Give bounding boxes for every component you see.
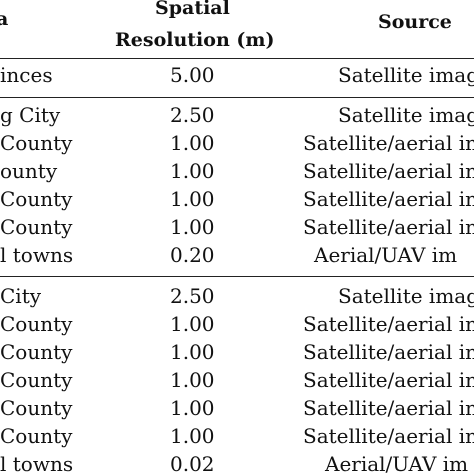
cell-area: inces <box>0 63 53 87</box>
cell-source: Satellite/aerial in <box>303 131 474 155</box>
cell-source: Satellite imag <box>338 103 474 127</box>
cell-source: Satellite/aerial in <box>303 312 474 336</box>
cell-source: Satellite/aerial in <box>303 396 474 420</box>
cell-resolution: 1.00 <box>170 131 215 155</box>
cell-resolution: 0.20 <box>170 243 215 267</box>
cell-area: County <box>0 131 73 155</box>
cell-resolution: 1.00 <box>170 187 215 211</box>
cell-area: County <box>0 368 73 392</box>
cell-area: l towns <box>0 243 74 267</box>
cell-source: Satellite/aerial in <box>303 187 474 211</box>
cell-resolution: 5.00 <box>170 63 215 87</box>
cell-resolution: 1.00 <box>170 312 215 336</box>
cell-area: County <box>0 312 73 336</box>
cell-area: g City <box>0 103 61 127</box>
header-resolution-line1: Spatial <box>155 0 230 19</box>
cell-area: ounty <box>0 159 58 183</box>
cell-resolution: 0.02 <box>170 452 215 474</box>
cell-source: Satellite/aerial in <box>303 159 474 183</box>
cell-resolution: 2.50 <box>170 284 215 308</box>
cell-area: City <box>0 284 42 308</box>
cell-area: County <box>0 215 73 239</box>
cell-area: County <box>0 340 73 364</box>
cell-resolution: 1.00 <box>170 340 215 364</box>
header-source: Source <box>378 11 452 33</box>
cell-source: Satellite/aerial in <box>303 340 474 364</box>
cell-source: Satellite/aerial in <box>303 368 474 392</box>
header-resolution-line2: Resolution (m) <box>115 29 275 51</box>
cell-resolution: 1.00 <box>170 396 215 420</box>
cell-area: County <box>0 187 73 211</box>
group-rule <box>0 97 474 98</box>
cell-resolution: 1.00 <box>170 424 215 448</box>
cell-resolution: 1.00 <box>170 215 215 239</box>
cell-source: Aerial/UAV im <box>314 243 458 267</box>
cell-area: County <box>0 424 73 448</box>
cell-source: Satellite/aerial in <box>303 424 474 448</box>
cell-source: Aerial/UAV im <box>325 452 469 474</box>
header-area: a <box>0 8 9 30</box>
group-rule <box>0 276 474 277</box>
cell-area: County <box>0 396 73 420</box>
cell-resolution: 1.00 <box>170 159 215 183</box>
cell-area: l towns <box>0 452 74 474</box>
cell-source: Satellite imag <box>338 63 474 87</box>
cell-source: Satellite imag <box>338 284 474 308</box>
cell-source: Satellite/aerial in <box>303 215 474 239</box>
cell-resolution: 1.00 <box>170 368 215 392</box>
header-rule <box>0 58 474 59</box>
cell-resolution: 2.50 <box>170 103 215 127</box>
